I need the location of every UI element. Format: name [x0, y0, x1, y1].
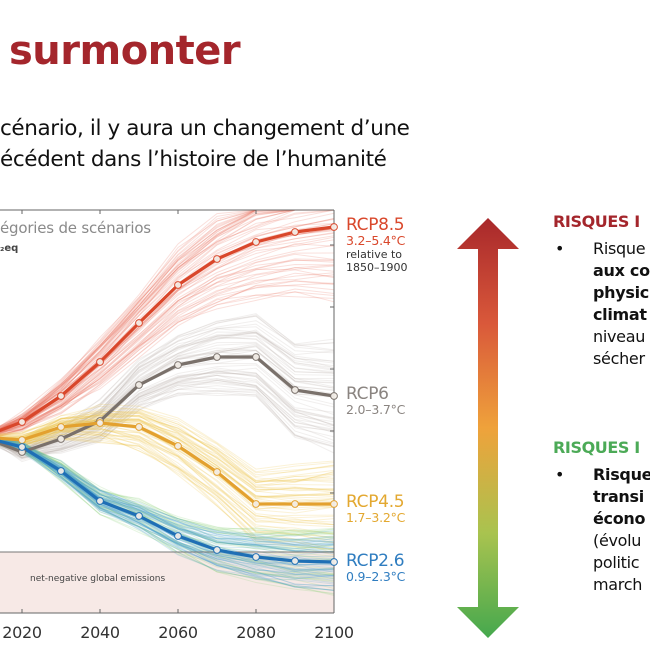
- risk-line: physic: [593, 283, 649, 302]
- risk-gradient-arrow-icon: [457, 218, 519, 638]
- risk-line: Risque: [593, 239, 646, 258]
- bullet: •: [555, 465, 565, 484]
- risk-line: march: [593, 575, 643, 594]
- rcp45-name: RCP4.5: [346, 492, 405, 512]
- x-tick-2020: 2020: [2, 623, 42, 642]
- x-tick-2080: 2080: [236, 623, 276, 642]
- bullet: •: [555, 239, 565, 258]
- emissions-scenario-chart: [0, 200, 440, 650]
- risk-line: climat: [593, 305, 647, 324]
- x-tick-2040: 2040: [80, 623, 120, 642]
- rcp45-range: 1.7–3.2°C: [346, 510, 406, 525]
- rcp85-note-1: relative to: [346, 248, 403, 261]
- risk-line: écono: [593, 509, 646, 528]
- slide-title: surmonter: [9, 28, 241, 74]
- risk-line: niveau: [593, 327, 646, 346]
- rcp26-label: RCP2.6 0.9–2.3°C: [346, 552, 405, 584]
- rcp26-range: 0.9–2.3°C: [346, 569, 406, 584]
- rcp26-name: RCP2.6: [346, 551, 405, 571]
- risk-line: transi: [593, 487, 644, 506]
- rcp85-name: RCP8.5: [346, 215, 405, 235]
- rcp85-range: 3.2–5.4°C: [346, 233, 406, 248]
- x-tick-2100: 2100: [314, 623, 354, 642]
- rcp6-label: RCP6 2.0–3.7°C: [346, 385, 405, 417]
- subtitle-line-1: cénario, il y aura un changement d’une: [0, 116, 410, 141]
- rcp6-range: 2.0–3.7°C: [346, 402, 406, 417]
- x-tick-2060: 2060: [158, 623, 198, 642]
- risk-line: sécher: [593, 349, 645, 368]
- rcp6-name: RCP6: [346, 384, 389, 404]
- rcp45-label: RCP4.5 1.7–3.2°C: [346, 493, 405, 525]
- subtitle-line-2: écédent dans l’histoire de l’humanité: [0, 147, 387, 172]
- transition-risks-block: RISQUES I • Risque transi écono (évolu p…: [553, 438, 650, 596]
- risk-line: aux co: [593, 261, 650, 280]
- slide-subtitle: cénario, il y aura un changement d’une é…: [0, 113, 410, 175]
- chart-legend-title: égories de scénarios: [0, 216, 168, 240]
- physical-risks-block: RISQUES I • Risque aux co physic climat …: [553, 212, 650, 370]
- y-unit-label: ₂eq: [0, 243, 19, 254]
- physical-risks-item: • Risque aux co physic climat niveau séc…: [553, 238, 650, 370]
- chart-plot: [0, 209, 338, 614]
- net-negative-label: net-negative global emissions: [30, 574, 166, 584]
- risk-line: Risque: [593, 465, 650, 484]
- transition-risks-item: • Risque transi écono (évolu politic mar…: [553, 464, 650, 596]
- rcp85-note-2: 1850–1900: [346, 261, 408, 274]
- risk-line: (évolu: [593, 531, 642, 550]
- rcp85-label: RCP8.5 3.2–5.4°C relative to 1850–1900: [346, 216, 408, 274]
- transition-risks-heading: RISQUES I: [553, 438, 640, 457]
- risk-line: politic: [593, 553, 640, 572]
- physical-risks-heading: RISQUES I: [553, 212, 640, 231]
